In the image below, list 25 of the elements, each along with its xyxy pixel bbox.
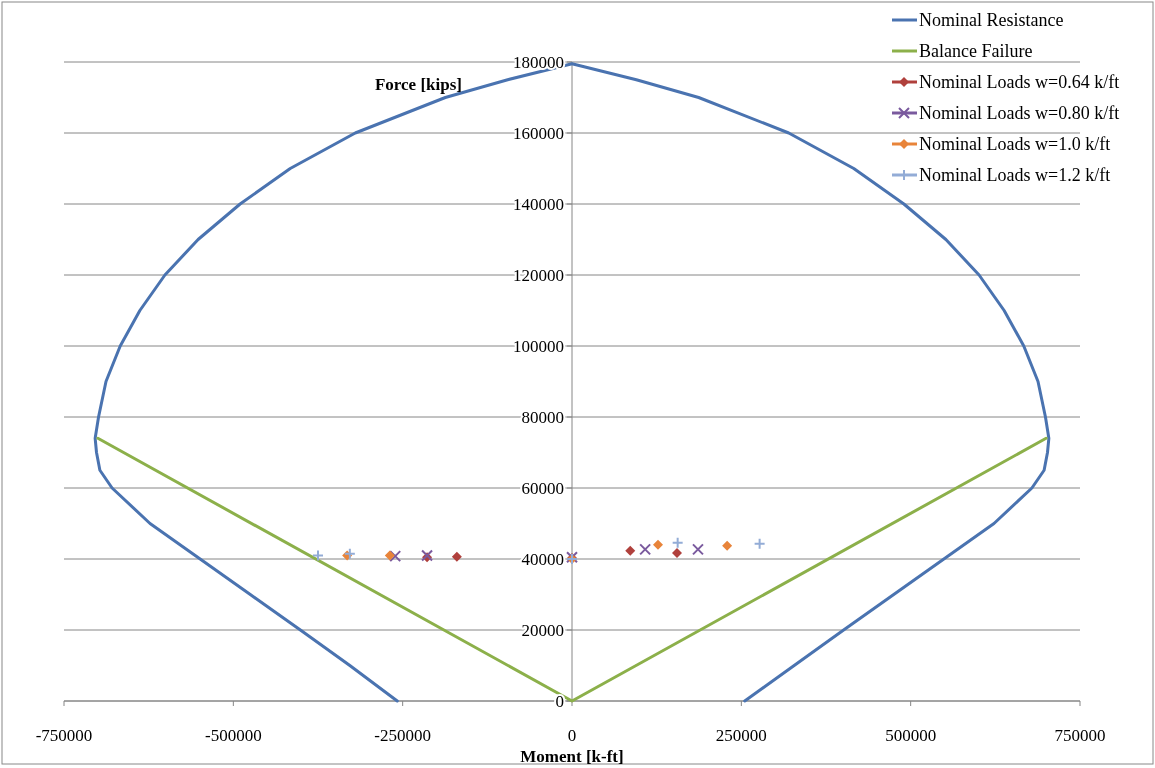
x-axis-title: Moment [k-ft] <box>520 747 624 766</box>
y-tick-label: 60000 <box>521 478 564 498</box>
legend-label: Nominal Loads w=1.0 k/ft <box>919 134 1111 155</box>
legend-label: Nominal Resistance <box>919 10 1064 31</box>
y-tick-label: 80000 <box>521 407 564 427</box>
y-tick-label: 120000 <box>513 265 564 285</box>
x-tick-label: -750000 <box>35 726 93 745</box>
x-tick-label: -500000 <box>205 726 262 745</box>
y-tick-label: 140000 <box>513 194 564 214</box>
y-tick-label: 100000 <box>513 336 564 356</box>
y-tick-label: 0 <box>555 691 564 711</box>
y-tick-label: 40000 <box>521 549 564 569</box>
x-tick-label: 500000 <box>885 726 937 745</box>
x-tick-label: 750000 <box>1054 726 1106 745</box>
x-tick-label: 250000 <box>715 726 767 745</box>
legend-label: Nominal Loads w=0.64 k/ft <box>919 72 1120 93</box>
y-tick-label: 20000 <box>521 620 564 640</box>
y-axis-title: Force [kips] <box>374 75 462 94</box>
x-tick-label: 0 <box>567 726 577 745</box>
legend-label: Nominal Loads w=1.2 k/ft <box>919 165 1111 186</box>
y-tick-label: 180000 <box>513 52 564 72</box>
x-tick-label: -250000 <box>374 726 431 745</box>
legend-label: Balance Failure <box>919 41 1033 62</box>
legend-label: Nominal Loads w=0.80 k/ft <box>919 103 1120 124</box>
y-tick-label: 160000 <box>513 123 564 143</box>
